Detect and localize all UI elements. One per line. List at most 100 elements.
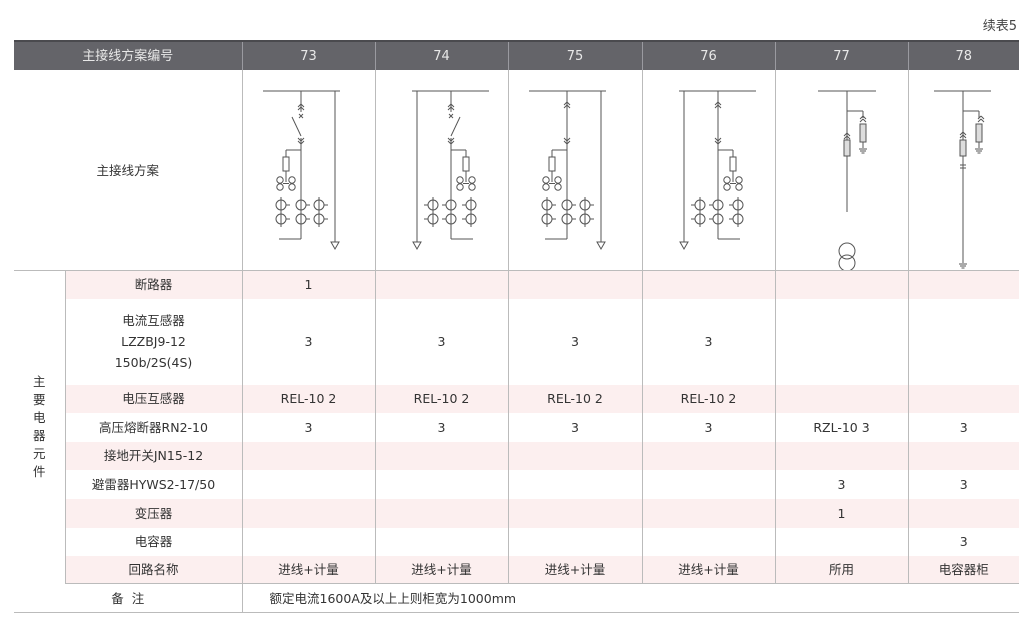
feeder-diagram — [528, 90, 606, 251]
cell-value: REL-10 2 — [374, 384, 509, 413]
plug-icon — [977, 118, 981, 123]
cell-value: 所用 — [774, 555, 909, 584]
plug-icon — [846, 135, 850, 140]
row-label-line: 变压器 — [134, 505, 173, 521]
cell-value: 3 — [907, 527, 1020, 556]
wiring-diagram-73 — [262, 90, 340, 251]
vt-icon — [553, 176, 562, 184]
cell-value — [774, 270, 909, 299]
vt-icon — [287, 183, 296, 191]
cable-terminal-icon — [411, 241, 422, 251]
plug-icon — [450, 103, 454, 108]
cell-value — [641, 498, 776, 528]
cell-value — [507, 441, 643, 470]
plug-icon — [300, 103, 304, 108]
plug-icon — [300, 106, 304, 111]
plug-icon — [563, 101, 567, 106]
plug-icon — [977, 115, 981, 120]
cell-value — [907, 270, 1020, 299]
cell-value: REL-10 2 — [507, 384, 643, 413]
header-row: 主接线方案编号 73 74 75 76 77 78 — [14, 40, 1020, 70]
vt-icon — [455, 176, 464, 184]
plug-icon — [717, 104, 721, 109]
plug-icon — [447, 137, 451, 142]
diagram-cell — [507, 70, 643, 271]
row-label-line: 回路名称 — [128, 561, 179, 577]
cell-value: REL-10 2 — [241, 384, 376, 413]
plug-icon — [962, 131, 966, 136]
plug-icon — [566, 104, 570, 109]
transformer-icon — [838, 254, 856, 270]
table-row: 电容器 3 — [14, 527, 1020, 556]
cell-value: 3 — [241, 412, 376, 442]
row-label: 电容器 — [64, 527, 243, 556]
vt-icon — [275, 176, 284, 184]
cell-value — [641, 527, 776, 556]
plug-icon — [566, 137, 570, 142]
wiring-diagram-74 — [411, 90, 489, 251]
vt-icon — [467, 176, 476, 184]
wiring-diagram-76 — [678, 90, 756, 251]
plug-icon — [717, 137, 721, 142]
plug-icon — [846, 132, 850, 137]
remark-label: 备 注 — [14, 583, 243, 613]
cell-value — [774, 527, 909, 556]
row-label-line: 电压互感器 — [122, 391, 185, 406]
cell-value: 3 — [374, 412, 509, 442]
cell-value: 进线+计量 — [241, 555, 376, 584]
cell-value: 3 — [241, 298, 376, 385]
cell-value — [907, 384, 1020, 413]
wiring-diagram-78 — [933, 90, 991, 269]
plug-icon — [859, 118, 863, 123]
breaker-icon — [448, 113, 453, 119]
row-label: 高压熔断器RN2-10 — [64, 412, 243, 442]
scheme-number: 78 — [907, 40, 1020, 70]
group-label-char: 电 — [32, 410, 46, 426]
scheme-number: 74 — [374, 40, 509, 70]
diagram-cell — [241, 70, 376, 271]
group-label-char: 器 — [32, 428, 46, 444]
group-label-char: 要 — [32, 392, 46, 408]
diagram-cell — [907, 70, 1020, 271]
cell-value: 3 — [374, 298, 509, 385]
vt-icon — [722, 183, 731, 191]
cell-value — [774, 441, 909, 470]
group-label: 主要电器元件 — [14, 270, 65, 584]
scheme-number: 73 — [241, 40, 376, 70]
fuse-icon — [729, 156, 737, 172]
table-row: 电压互感器 REL-10 2 REL-10 2 REL-10 2 REL-10 2 — [14, 384, 1020, 413]
cell-value — [374, 469, 509, 499]
cell-value: 3 — [774, 469, 909, 499]
plug-icon — [450, 137, 454, 142]
cell-value: 1 — [241, 270, 376, 299]
table-row: 接地开关JN15-12 — [14, 441, 1020, 470]
plug-icon — [959, 134, 963, 139]
main-wiring-scheme-table: 主接线方案编号 73 74 75 76 77 78 主接线方案 主要电器元件 断路… — [14, 40, 1020, 613]
plug-icon — [717, 140, 721, 145]
group-label-char: 件 — [32, 464, 46, 480]
row-label-line: 避雷器HYWS2-17/50 — [91, 476, 216, 492]
cell-value — [507, 469, 643, 499]
switch-icon — [291, 116, 301, 137]
row-label-line: LZZBJ9-12 — [121, 334, 186, 349]
cell-value — [507, 527, 643, 556]
fuse-icon — [548, 156, 556, 172]
vt-icon — [722, 176, 731, 184]
row-label-line: 电容器 — [134, 534, 173, 549]
cell-value: 进线+计量 — [374, 555, 509, 584]
plug-icon — [563, 140, 567, 145]
cell-value — [774, 384, 909, 413]
plug-icon — [843, 135, 847, 140]
cell-value — [641, 270, 776, 299]
arrester-icon — [975, 123, 983, 143]
cell-value: 3 — [507, 298, 643, 385]
cell-value — [907, 441, 1020, 470]
table-row: 回路名称 进线+计量 进线+计量 进线+计量 进线+计量 所用 电容器柜 — [14, 555, 1020, 584]
plug-icon — [859, 115, 863, 120]
plug-icon — [714, 101, 718, 106]
cell-value: 3 — [907, 412, 1020, 442]
scheme-number: 77 — [774, 40, 909, 70]
row-label: 变压器 — [64, 498, 243, 528]
feeder-diagram — [678, 90, 756, 251]
cell-value — [507, 270, 643, 299]
